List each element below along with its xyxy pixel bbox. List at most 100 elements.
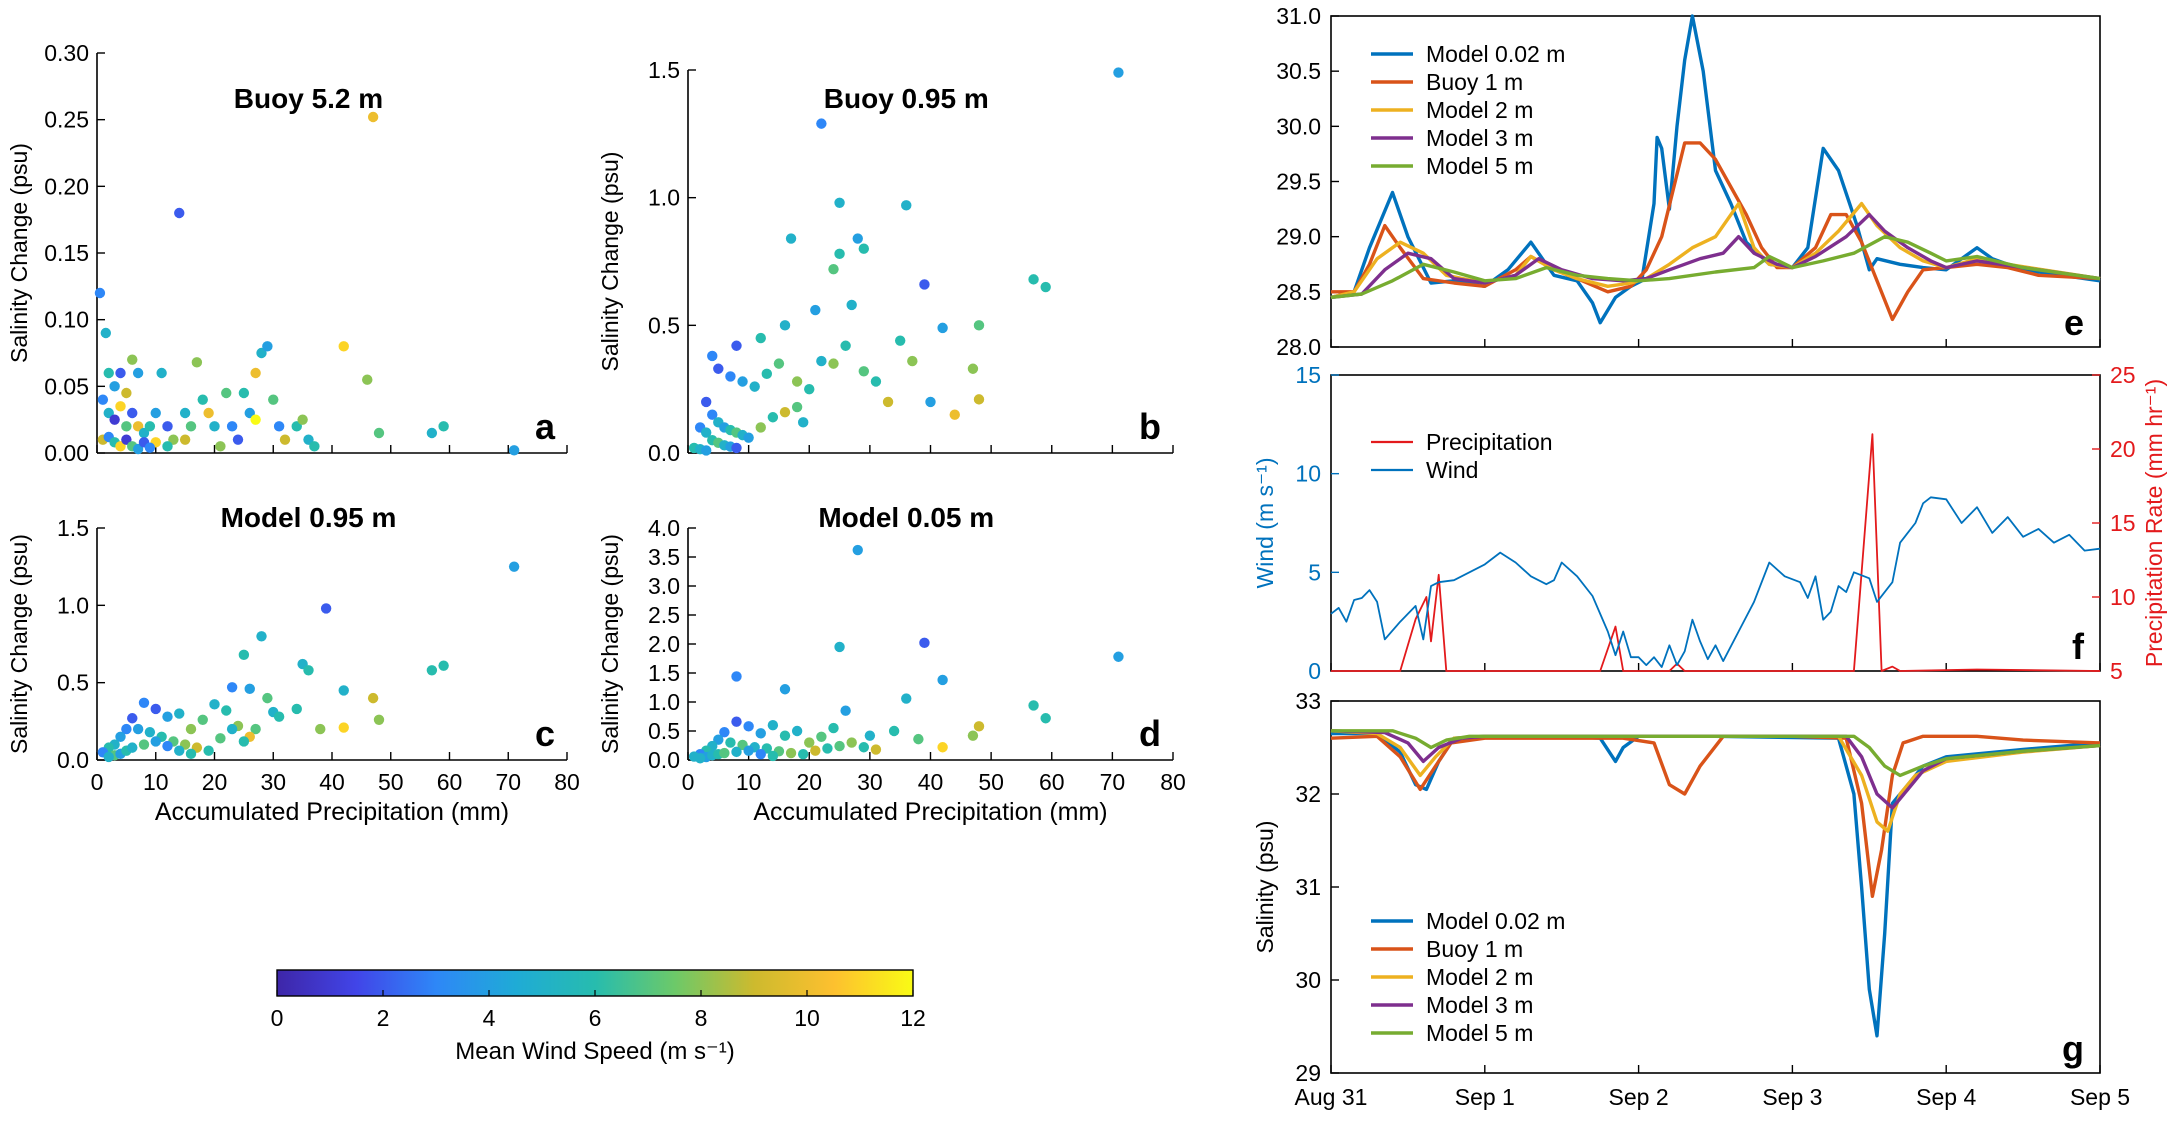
data-point [250,723,261,735]
y-tick-label: 0.20 [44,173,89,199]
data-point [719,747,730,759]
y-axis-label: Salinity Change (psu) [6,143,32,363]
data-point [725,737,736,748]
x-tick-label: Aug 31 [1295,1084,1368,1110]
legend-label: Precipitation [1426,429,1553,455]
y-tick-label-right: 15 [2110,510,2136,536]
data-point [1040,281,1051,293]
legend-label: Model 5 m [1426,153,1533,179]
panel-title: Model 0.95 m [221,502,397,533]
data-point [144,726,156,738]
y-tick-label: 0.05 [44,373,89,399]
data-point [238,736,250,747]
series-line-2 [1330,201,2101,300]
data-point [221,387,232,399]
data-point [238,649,250,661]
data-point [719,726,730,738]
series-line-1 [1331,141,2101,322]
axes-box [1330,374,2101,672]
x-tick-label: Sep 2 [1609,1084,1669,1110]
data-point [127,742,138,753]
data-point [725,371,736,382]
data-point [713,363,724,374]
data-point [109,381,120,392]
y-tick-label: 0.0 [648,440,680,466]
data-point [144,442,156,453]
data-point [138,739,150,750]
data-point [731,746,742,758]
panel-b: 0.0 0.5 1.0 1.5 Buoy 0.95 m b Salinity Change … [597,57,1174,466]
data-point [822,743,833,754]
legend-label: Model 3 m [1426,125,1533,151]
y-tick-label: 0.0 [648,747,680,773]
data-point [209,699,220,710]
data-point [870,744,882,755]
y-tick-label: 29.0 [1276,224,1321,250]
data-point [94,287,106,299]
y-tick-label: 33 [1295,688,1321,714]
x-tick-label: Sep 4 [1916,1084,1976,1110]
y-tick-label: 4.0 [648,515,680,541]
data-point [834,248,845,260]
data-point [834,197,845,208]
data-point [804,737,815,748]
data-point [103,751,114,763]
data-point [700,427,712,438]
data-point [367,692,379,704]
y-tick-label: 2.0 [648,631,680,657]
data-point [858,243,870,254]
data-point [508,445,520,456]
data-point [250,414,261,425]
panel-letter: c [535,713,555,754]
data-point [103,407,114,419]
y-tick-label: 1.0 [648,185,680,211]
data-point [209,421,220,432]
legend-label: Model 2 m [1426,964,1533,990]
data-point [150,703,161,715]
y-tick-label: 30 [1295,967,1321,993]
data-point [1028,700,1039,711]
data-point [1113,651,1124,662]
data-point [852,544,863,556]
y-tick-label: 1.5 [57,515,89,541]
data-point [743,432,754,443]
x-tick-label: 60 [1039,769,1065,795]
y-tick-label: 30.0 [1276,113,1321,139]
data-point [816,731,827,742]
data-point [864,730,876,741]
x-tick-label: 30 [857,769,883,795]
panel-title: Buoy 0.95 m [824,83,989,114]
y-tick-label: 1.5 [648,57,680,83]
data-point [767,412,779,423]
data-point [846,737,857,748]
data-point [743,721,754,732]
x-tick-label: 80 [1160,769,1186,795]
data-point [846,299,857,311]
y-tick-label-right: 25 [2110,362,2136,388]
data-point [438,421,449,432]
data-point [840,705,851,716]
data-point [785,233,797,244]
data-point [913,733,924,745]
series-line-0 [1331,731,2101,1038]
data-point [185,748,197,760]
panel-letter: g [2062,1028,2084,1069]
data-point [828,358,839,369]
x-tick-label: 40 [319,769,345,795]
data-point [109,414,120,425]
y-tick-label: 0.25 [44,107,89,133]
data-point [100,327,112,339]
y-tick-label: 3.0 [648,573,680,599]
data-point [426,427,438,439]
y-tick-label: 1.5 [648,660,680,686]
y-tick-label: 0.15 [44,240,89,266]
legend-label: Buoy 1 m [1426,936,1523,962]
data-point [852,233,863,244]
data-point [179,407,191,419]
x-axis-label: Accumulated Precipitation (mm) [155,798,509,826]
x-tick-label: 10 [143,769,169,795]
data-point [810,745,821,756]
data-point [132,367,144,379]
legend-label: Wind [1426,457,1478,483]
panel-letter: e [2064,302,2084,343]
